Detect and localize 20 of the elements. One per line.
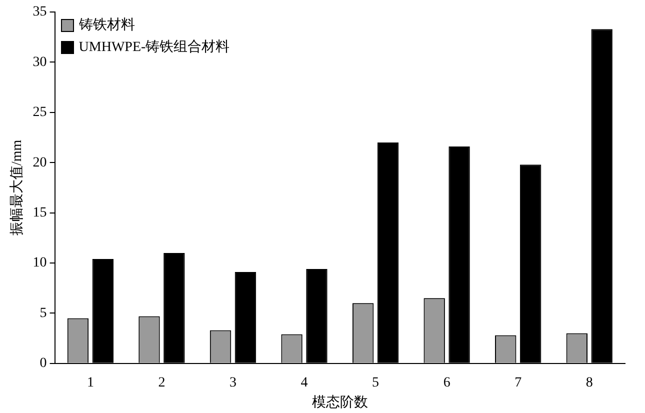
- y-tick-label: 20: [32, 155, 47, 170]
- y-tick-label: 35: [32, 4, 47, 20]
- y-tick-label: 30: [32, 54, 47, 70]
- x-tick-label: 1: [86, 375, 94, 390]
- x-tick-label: 8: [586, 375, 593, 390]
- y-tick-label: 0: [40, 356, 47, 372]
- x-tick-label: 7: [514, 375, 522, 390]
- legend-label: 铸铁材料: [78, 16, 135, 34]
- x-tick-label: 2: [158, 375, 166, 390]
- legend-label: UMHWPE-铸铁组合材料: [78, 38, 230, 56]
- y-tick-label: 25: [32, 105, 47, 120]
- y-tick-label: 5: [40, 306, 47, 321]
- x-axis-title: 模态阶数: [312, 394, 368, 410]
- y-tick-label: 10: [32, 256, 47, 271]
- y-axis-title: 振幅最大值/mm: [9, 140, 26, 236]
- x-tick-label: 4: [300, 375, 308, 390]
- x-tick-label: 5: [372, 375, 380, 390]
- x-tick-label: 3: [229, 375, 236, 390]
- x-tick-label: 6: [443, 375, 450, 390]
- y-tick-label: 15: [32, 205, 47, 220]
